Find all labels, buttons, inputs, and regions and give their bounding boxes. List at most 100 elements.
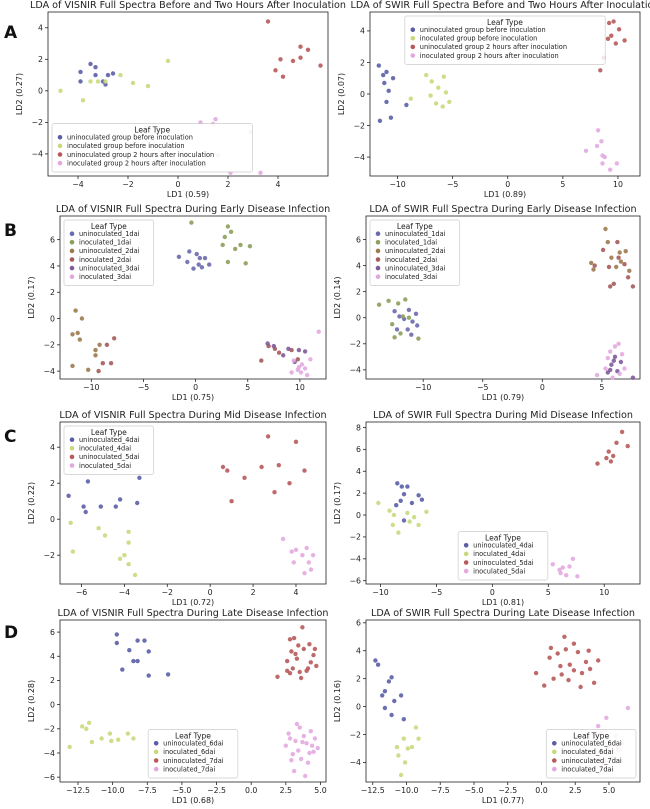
data-point — [229, 499, 234, 504]
data-point — [78, 69, 83, 75]
legend-marker — [69, 437, 75, 443]
data-point — [298, 756, 304, 762]
legend-entry: inoculated_2dai — [79, 256, 131, 264]
data-point — [308, 357, 313, 362]
y-tick-label: −2 — [350, 533, 362, 542]
y-tick-label: 2 — [38, 55, 43, 64]
y-tick-label: −4 — [44, 367, 56, 376]
legend-title: Leaf Type — [487, 18, 523, 27]
data-point — [398, 772, 404, 778]
data-point — [551, 676, 556, 681]
data-point — [608, 167, 613, 172]
x-tick-label: −5.0 — [172, 786, 191, 795]
data-point — [79, 316, 85, 321]
y-axis-label: LD2 (0.17) — [333, 482, 342, 524]
y-tick-label: 4 — [356, 647, 361, 656]
legend-entry: uninoculated_3dai — [385, 264, 446, 272]
y-tick-label: 0 — [360, 90, 365, 99]
legend-entry: uninoculated_6dai — [561, 740, 622, 748]
data-point — [258, 170, 263, 175]
y-tick-label: −2 — [350, 340, 362, 349]
x-tick-label: −5 — [447, 180, 459, 189]
data-point — [612, 344, 618, 349]
data-point — [307, 642, 312, 647]
data-point — [95, 79, 101, 84]
chart-panel-b2: LDA of SWIR Full Spectra During Early Di… — [333, 204, 641, 402]
data-point — [301, 733, 306, 739]
data-point — [571, 668, 577, 673]
data-point — [272, 490, 277, 495]
y-axis-label: LD2 (0.14) — [333, 276, 342, 318]
legend-entry: uninoculated group 2 hours after inocula… — [420, 43, 567, 51]
chart-panel-c1: LDA of VISNIR Full Spectra During Mid Di… — [27, 410, 327, 607]
data-point — [598, 68, 603, 73]
x-axis-label: LD1 (0.72) — [172, 598, 214, 607]
x-tick-label: 0.0 — [535, 786, 547, 795]
y-tick-label: 0 — [38, 87, 43, 96]
data-point — [424, 509, 429, 514]
data-point — [424, 72, 429, 78]
y-tick-label: 6 — [356, 235, 361, 244]
legend-marker — [552, 749, 557, 755]
data-point — [392, 698, 397, 704]
data-point — [275, 674, 280, 679]
x-tick-label: 0 — [208, 588, 213, 597]
legend-entry: uninoculated_4dai — [79, 436, 140, 444]
data-point — [311, 749, 316, 754]
data-point — [291, 635, 297, 641]
data-point — [137, 475, 142, 480]
data-point — [618, 359, 624, 365]
data-point — [298, 370, 304, 375]
data-point — [296, 748, 301, 753]
panels-group: LDA of VISNIR Full Spectra Before and Tw… — [15, 0, 650, 805]
data-point — [563, 647, 568, 652]
data-point — [608, 284, 613, 289]
data-point — [550, 562, 555, 567]
data-point — [117, 497, 123, 502]
legend-entry: uninoculated_7dai — [163, 757, 224, 765]
y-tick-label: 2 — [50, 479, 55, 488]
legend-entry: uninoculated group before inoculation — [67, 134, 193, 142]
data-point — [616, 27, 622, 32]
data-point — [120, 667, 125, 672]
data-point — [405, 484, 410, 489]
data-point — [614, 161, 620, 166]
data-point — [403, 297, 408, 302]
data-point — [606, 264, 612, 270]
data-point — [608, 349, 613, 354]
data-point — [381, 72, 386, 78]
chart-panel-c2: LDA of SWIR Full Spectra During Mid Dise… — [333, 410, 641, 607]
data-point — [571, 641, 577, 646]
y-tick-label: 4 — [50, 443, 55, 452]
data-point — [391, 512, 397, 518]
data-point — [70, 549, 76, 554]
data-point — [394, 744, 400, 750]
data-point — [194, 251, 199, 257]
x-tick-label: −5 — [477, 383, 489, 392]
data-point — [220, 242, 225, 248]
data-point — [400, 314, 406, 319]
data-point — [259, 358, 264, 363]
y-tick-label: 2 — [50, 288, 55, 297]
data-point — [416, 493, 421, 498]
data-point — [305, 372, 310, 378]
data-point — [314, 663, 319, 669]
legend-marker — [552, 766, 557, 772]
data-point — [595, 461, 600, 466]
data-point — [583, 148, 589, 153]
x-axis-label: LD1 (0.59) — [167, 190, 209, 199]
data-point — [98, 504, 104, 509]
data-point — [199, 265, 205, 270]
data-point — [281, 353, 286, 358]
data-point — [398, 331, 403, 336]
legend: Leaf Typeuninoculated_6daiinoculated_6da… — [147, 729, 239, 779]
data-point — [376, 302, 382, 307]
data-point — [298, 44, 303, 49]
legend: Leaf Typeuninoculated_4daiinoculated_4da… — [63, 425, 155, 475]
data-point — [589, 260, 594, 266]
data-point — [108, 361, 114, 366]
legend-marker — [153, 758, 159, 763]
legend-entry: inoculated_4dai — [473, 550, 525, 558]
data-point — [107, 731, 113, 736]
